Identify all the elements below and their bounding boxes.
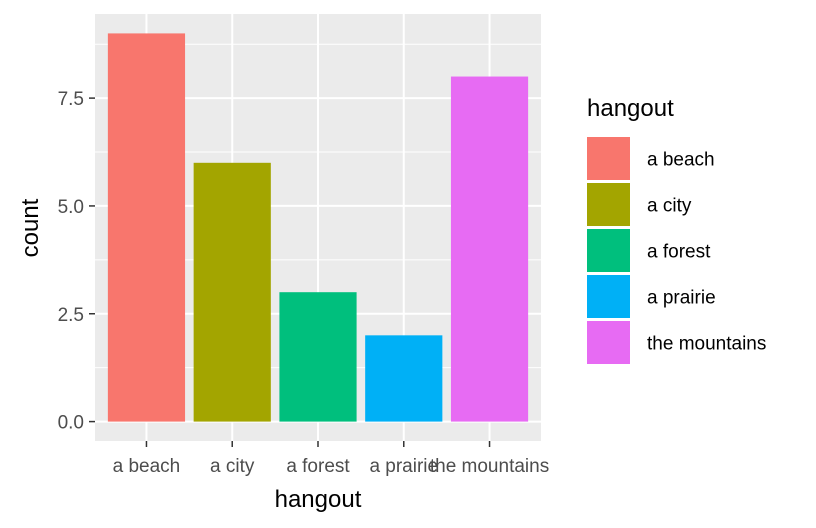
legend-key bbox=[587, 275, 630, 318]
y-tick-label: 2.5 bbox=[58, 305, 84, 326]
legend-key bbox=[587, 229, 630, 272]
bar-the-mountains bbox=[450, 76, 529, 422]
x-tick-label: the mountains bbox=[430, 456, 549, 477]
legend-key bbox=[587, 137, 630, 180]
x-axis-title: hangout bbox=[275, 486, 362, 513]
legend-label: a prairie bbox=[647, 288, 716, 309]
legend-label: a beach bbox=[647, 150, 715, 171]
legend-label: a forest bbox=[647, 242, 711, 263]
x-tick-label: a forest bbox=[286, 456, 350, 477]
y-axis-title: count bbox=[17, 198, 44, 257]
legend-label: the mountains bbox=[647, 334, 766, 355]
y-tick-label: 5.0 bbox=[58, 197, 84, 218]
bar-a-city bbox=[193, 162, 271, 422]
legend-key bbox=[587, 183, 630, 226]
bar-a-prairie bbox=[365, 335, 443, 422]
legend: hangout a beach a city a forest a prairie th… bbox=[587, 95, 766, 364]
legend-label: a city bbox=[647, 196, 692, 217]
legend-key bbox=[587, 321, 630, 364]
bar-a-forest bbox=[279, 292, 357, 422]
bar-a-beach bbox=[107, 33, 186, 422]
legend-title: hangout bbox=[587, 95, 674, 122]
x-tick-label: a city bbox=[210, 456, 255, 477]
x-tick-label: a beach bbox=[113, 456, 181, 477]
x-tick-label: a prairie bbox=[369, 456, 438, 477]
axes: 0.0 2.5 5.0 7.5 a beach a city a forest a prair… bbox=[58, 89, 550, 477]
bars bbox=[107, 33, 529, 422]
y-tick-label: 7.5 bbox=[58, 89, 84, 110]
y-tick-label: 0.0 bbox=[58, 413, 84, 434]
